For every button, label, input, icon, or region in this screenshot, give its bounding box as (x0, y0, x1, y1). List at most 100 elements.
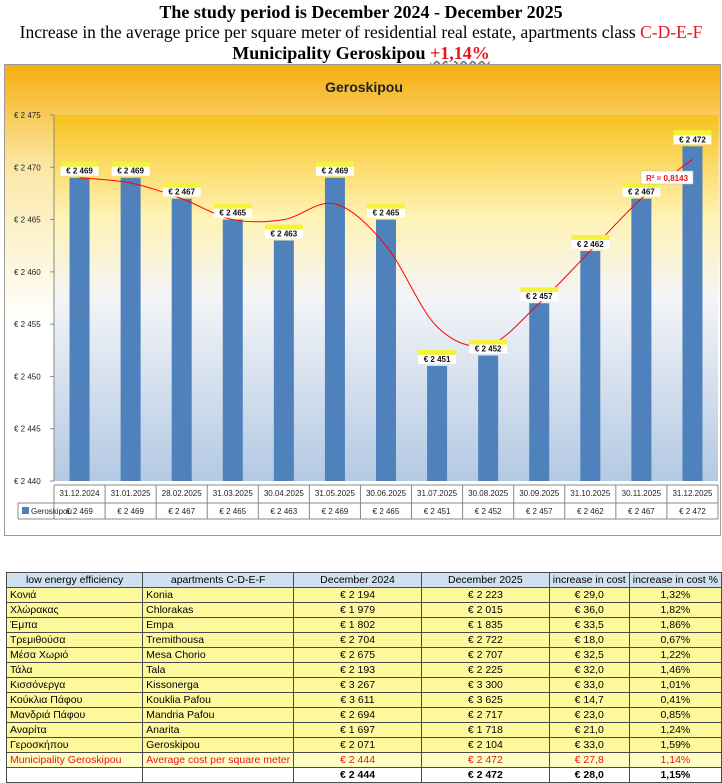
table-row: Αναρίτα Anarita € 1 697 € 1 718 € 21,0 1,24% (5, 722, 722, 738)
bar (69, 177, 90, 481)
data-table-value: € 2 451 (424, 507, 451, 516)
table-cell: Χλώρακας (5, 602, 144, 618)
table-cell: € 33,5 (548, 617, 630, 633)
data-label: € 2 465 (373, 209, 400, 218)
y-axis: € 2 440 € 2 445 € 2 450 € 2 455 € 2 460 € 2 4… (14, 111, 55, 486)
table-cell: € 2 015 (420, 602, 550, 618)
table-cell: € 33,0 (548, 677, 630, 693)
table-header-cell: December 2025 (420, 572, 550, 588)
bar (529, 303, 550, 481)
x-tick-label: 30.06.2025 (366, 489, 407, 498)
data-label-box (162, 187, 201, 197)
data-label: € 2 452 (475, 345, 502, 354)
table-cell: € 2 104 (420, 737, 550, 753)
bar (273, 240, 294, 481)
table-cell: € 3 611 (293, 692, 422, 708)
table-cell: € 14,7 (548, 692, 630, 708)
table-cell: Mesa Chorio (142, 647, 295, 663)
table-cell: Τρεμιθούσα (5, 632, 144, 648)
table-header-cell: increase in cost (548, 572, 630, 588)
table-cell: € 28,0 (548, 767, 630, 783)
y-tick-label: € 2 465 (14, 216, 41, 225)
table-cell: Konia (142, 587, 295, 603)
data-label-box (60, 166, 99, 176)
table-cell: Mandria Pafou (142, 707, 295, 723)
data-table-value: € 2 452 (475, 507, 502, 516)
municipality-name: Municipality Geroskipou (232, 43, 430, 63)
table-cell: € 36,0 (548, 602, 630, 618)
data-label: € 2 467 (628, 188, 655, 197)
table-cell: € 33,0 (548, 737, 630, 753)
data-table-value: € 2 462 (577, 507, 604, 516)
table-row: Τρεμιθούσα Tremithousa € 2 704 € 2 722 € 18,… (5, 632, 722, 648)
table-cell: € 2 223 (420, 587, 550, 603)
data-label-box (469, 344, 508, 354)
subtitle-text: Increase in the average price per square… (19, 22, 641, 42)
table-header-row: low energy efficiency apartments C-D-E-F D… (5, 572, 722, 588)
data-label-box (213, 208, 252, 218)
bar (376, 219, 396, 482)
table-cell: 1,14% (628, 752, 722, 768)
table-cell: € 2 071 (293, 737, 422, 753)
table-cell: € 2 694 (293, 707, 422, 723)
table-cell (142, 767, 295, 783)
r-squared-label: R² = 0,8143 (640, 170, 694, 185)
data-table-value: € 2 469 (66, 507, 93, 516)
x-tick-label: 31.10.2025 (570, 489, 611, 498)
table-cell: Κονιά (5, 587, 144, 603)
table-cell: € 32,5 (548, 647, 630, 663)
data-label: € 2 465 (219, 209, 246, 218)
bar (580, 250, 601, 481)
table-cell: Chlorakas (142, 602, 295, 618)
legend-swatch (22, 507, 29, 514)
table-cell: € 23,0 (548, 707, 630, 723)
apartment-class: C-D-E-F (640, 22, 703, 42)
table-cell: € 2 444 (293, 752, 422, 768)
data-label: € 2 469 (66, 167, 93, 176)
bar (120, 177, 141, 481)
cost-table: low energy efficiency apartments C-D-E-F D… (5, 572, 722, 783)
table-cell: € 1 718 (420, 722, 550, 738)
data-label-highlight (622, 182, 661, 188)
table-cell: Geroskipou (142, 737, 295, 753)
table-cell: € 1 802 (293, 617, 422, 633)
table-header-cell: apartments C-D-E-F (142, 572, 295, 588)
data-label-box (622, 187, 661, 197)
bar (171, 198, 192, 481)
data-label-box (367, 208, 405, 218)
data-label-box (315, 166, 354, 176)
table-cell: € 18,0 (548, 632, 630, 648)
table-cell: 1,01% (628, 677, 722, 693)
y-tick-label: € 2 440 (14, 477, 41, 486)
table-cell: 1,46% (628, 662, 722, 678)
price-chart: Geroskipou € 2 440€ 2 445€ 2 450€ 2 455€… (4, 64, 721, 536)
table-cell: 1,24% (628, 722, 722, 738)
table-cell: € 3 300 (420, 677, 550, 693)
table-cell: Αναρίτα (5, 722, 144, 738)
bar-series (69, 146, 703, 482)
table-cell: 1,86% (628, 617, 722, 633)
table-header-cell: increase in cost % (628, 572, 722, 588)
data-table-value: € 2 463 (270, 507, 297, 516)
y-tick-label: € 2 455 (14, 320, 41, 329)
data-table-value: € 2 469 (322, 507, 349, 516)
x-tick-label: 30.04.2025 (264, 489, 305, 498)
table-cell: € 2 722 (420, 632, 550, 648)
data-table-value: € 2 467 (168, 507, 195, 516)
data-labels: € 2 469 € 2 469 € 2 467 € 2 465 € 2 463 € 2 4… (60, 130, 712, 364)
table-row: Κισσόνεργα Kissonerga € 3 267 € 3 300 € 33,0… (5, 677, 722, 693)
data-label-box (673, 135, 712, 145)
data-label-highlight (60, 161, 99, 167)
table-cell: Kouklia Pafou (142, 692, 295, 708)
table-cell: € 3 625 (420, 692, 550, 708)
table-cell: € 32,0 (548, 662, 630, 678)
table-cell: € 2 704 (293, 632, 422, 648)
table-cell: Κισσόνεργα (5, 677, 144, 693)
data-label-box (418, 354, 457, 364)
trendline (79, 159, 693, 347)
table-cell: € 2 472 (420, 767, 550, 783)
y-tick-label: € 2 450 (14, 372, 41, 381)
table-cell: 1,32% (628, 587, 722, 603)
data-label-highlight (162, 182, 201, 188)
municipality-change: +1,14% (429, 43, 490, 63)
